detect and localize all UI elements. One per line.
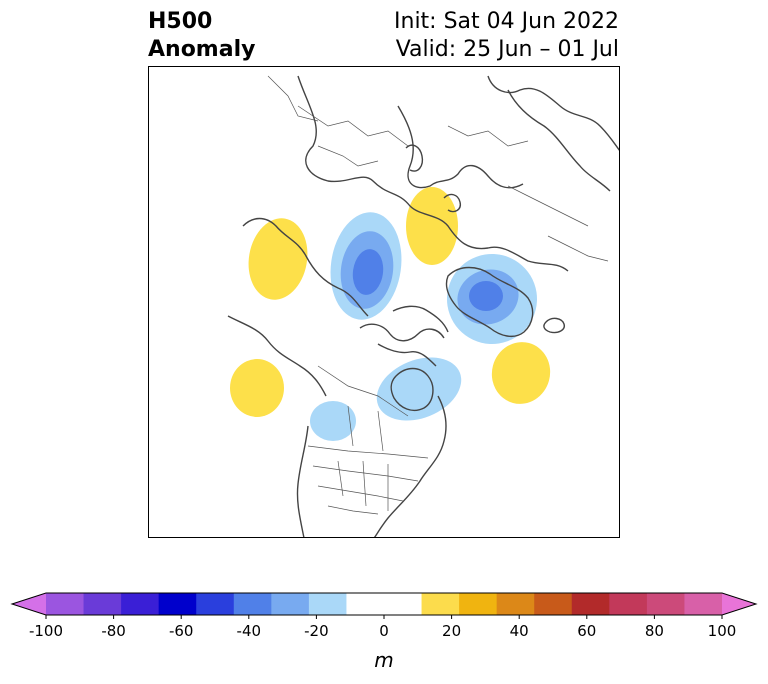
anomaly-negative-west-canada [310,401,356,441]
colorbar-segment [496,593,535,615]
colorbar-segment [384,593,423,615]
colorbar-segment [346,593,385,615]
colorbar-unit-label: m [374,648,393,672]
colorbar-segment [459,593,498,615]
title-line-2: Anomaly [148,37,256,62]
colorbar-tick-label: -100 [29,622,63,640]
anomaly-positive-atlantic [491,342,551,404]
anomaly-negative-hudson-bay [376,357,462,421]
colorbar-tick-label: 0 [379,622,389,640]
colorbar-segment [158,593,197,615]
forecast-dates: Init: Sat 04 Jun 2022 Valid: 25 Jun – 01… [394,8,619,64]
colorbar-extend-min-arrow [12,593,46,615]
colorbar: -100 -80 -60 -40 -20 0 20 40 60 80 100 m [10,592,758,672]
colorbar-segment [46,593,85,615]
title-line-1: H500 [148,9,213,34]
anomaly-map [148,66,620,538]
colorbar-segment [83,593,122,615]
colorbar-segment [233,593,272,615]
anomaly-negative-greenland-core2 [469,281,503,311]
colorbar-segment [121,593,160,615]
colorbar-segments [46,593,723,615]
colorbar-segment [308,593,347,615]
anomaly-shading [230,187,551,441]
colorbar-tick-label: 80 [645,622,664,640]
anomaly-positive-pacific [230,359,284,417]
colorbar-ticks: -100 -80 -60 -40 -20 0 20 40 60 80 100 [29,615,736,640]
coastlines [227,75,620,538]
colorbar-tick-label: 20 [442,622,461,640]
colorbar-segment [534,593,573,615]
colorbar-extend-max-arrow [722,593,756,615]
valid-range: Valid: 25 Jun – 01 Jul [395,37,619,62]
colorbar-tick-label: 60 [577,622,596,640]
colorbar-tick-label: 40 [510,622,529,640]
colorbar-tick-label: -60 [169,622,194,640]
colorbar-segment [571,593,610,615]
borders [267,75,609,515]
anomaly-positive-alaska [248,218,308,300]
colorbar-tick-label: -80 [101,622,126,640]
colorbar-segment [196,593,235,615]
map-border [148,66,620,538]
map-title: H500 Anomaly [148,8,255,64]
colorbar-tick-label: 100 [708,622,737,640]
anomaly-positive-nw-russia [406,187,458,265]
init-date: Init: Sat 04 Jun 2022 [394,9,619,34]
colorbar-tick-label: -20 [304,622,329,640]
colorbar-segment [609,593,648,615]
colorbar-tick-label: -40 [237,622,262,640]
colorbar-segment [271,593,310,615]
colorbar-segment [684,593,723,615]
colorbar-segment [646,593,685,615]
anomaly-negative-east-siberia-core2 [352,249,384,295]
colorbar-segment [421,593,460,615]
